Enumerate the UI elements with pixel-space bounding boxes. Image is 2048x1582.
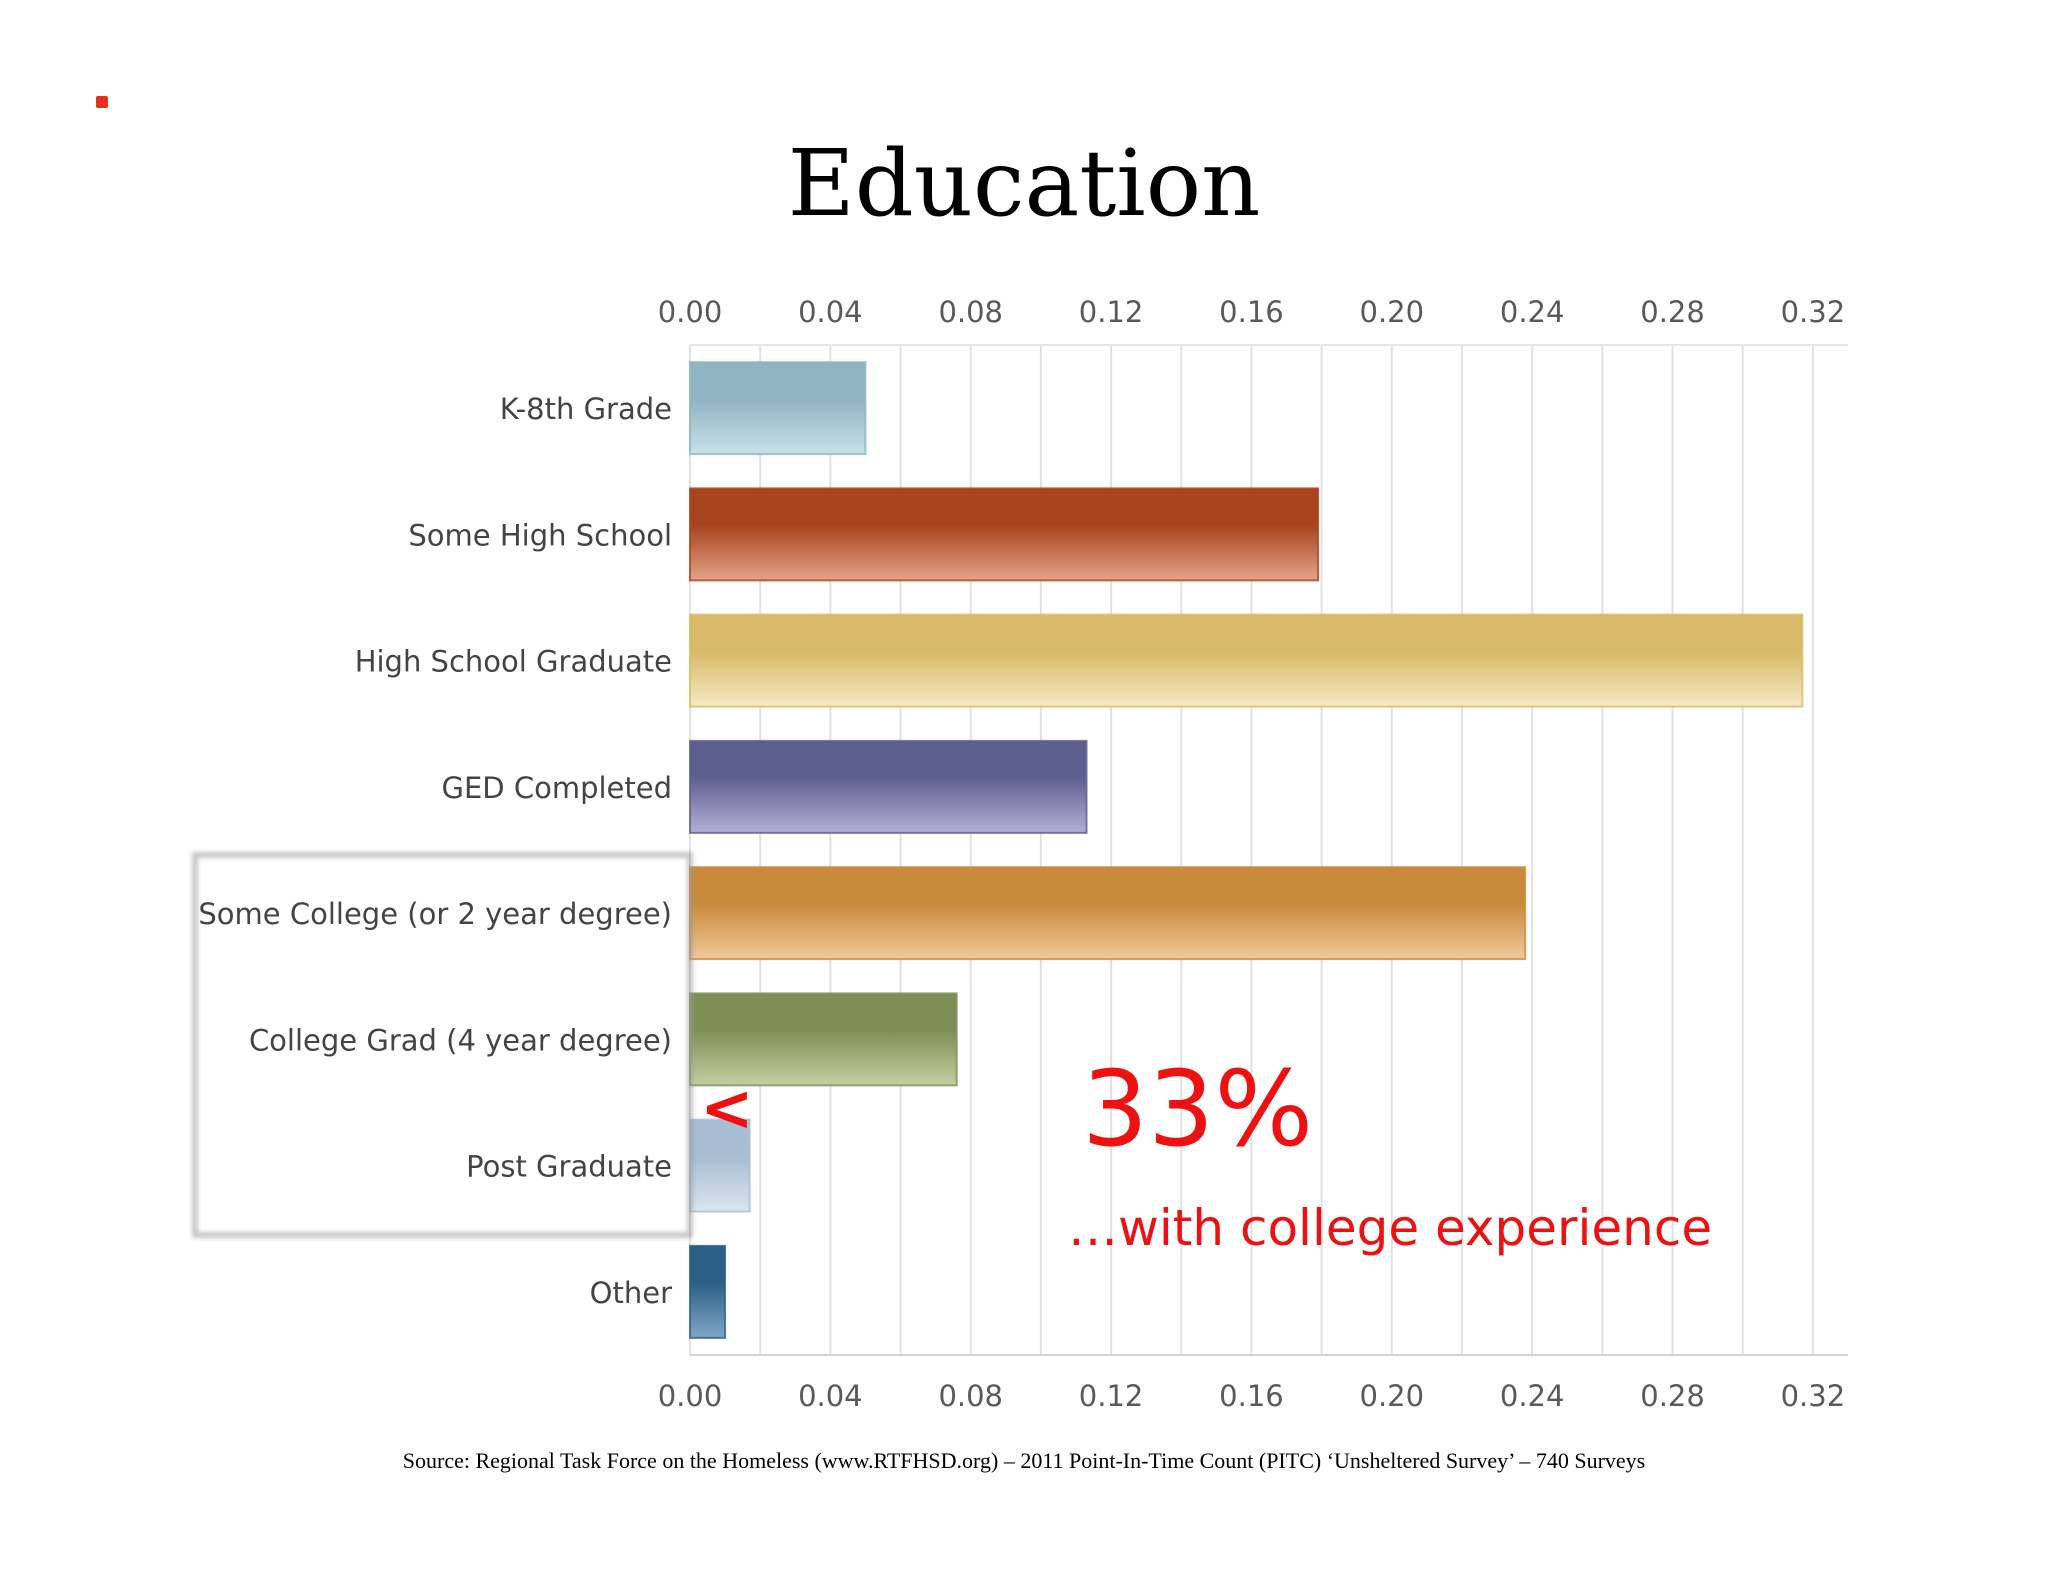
x-tick-label-top: 0.00 (658, 295, 723, 329)
highlight-box (192, 852, 693, 1238)
bar-k-8th-grade (689, 361, 867, 456)
x-tick-label-top: 0.24 (1500, 295, 1565, 329)
x-tick-label-top: 0.12 (1079, 295, 1144, 329)
x-tick-label-top: 0.28 (1640, 295, 1705, 329)
x-tick-label-bottom: 0.08 (938, 1379, 1003, 1413)
x-axis-bottom: 0.00 0.04 0.08 0.12 0.16 0.20 0.24 0.28 0.32 (658, 1379, 1845, 1413)
source-note: Source: Regional Task Force on the Homel… (402, 1448, 1646, 1473)
gridlines (689, 344, 1848, 1356)
bar-some-college-or-2-year-degree (689, 866, 1527, 961)
category-label: Post Graduate (466, 1150, 672, 1184)
bullet-dot (96, 96, 108, 108)
x-tick-label-top: 0.04 (798, 295, 863, 329)
category-label: High School Graduate (355, 645, 672, 679)
bar-college-grad-4-year-degree (689, 992, 958, 1087)
x-tick-label-bottom: 0.12 (1079, 1379, 1144, 1413)
category-label: College Grad (4 year degree) (249, 1023, 672, 1057)
category-labels: K-8th Grade Some High School High School G… (198, 392, 672, 1310)
page-title: Education (787, 130, 1261, 237)
less-than-marker: < (700, 1072, 754, 1146)
category-label: GED Completed (441, 771, 672, 805)
x-axis-top: 0.00 0.04 0.08 0.12 0.16 0.20 0.24 0.28 0.32 (658, 295, 1845, 329)
bar-some-high-school (689, 487, 1320, 582)
x-tick-label-bottom: 0.28 (1640, 1379, 1705, 1413)
annotation-percent: 33% (1082, 1048, 1313, 1170)
x-tick-label-top: 0.20 (1360, 295, 1425, 329)
category-label: Some High School (408, 518, 672, 552)
x-tick-label-bottom: 0.00 (658, 1379, 723, 1413)
x-tick-label-top: 0.32 (1781, 295, 1846, 329)
category-label: Some College (or 2 year degree) (198, 897, 672, 931)
annotation-caption: …with college experience (1068, 1199, 1712, 1257)
x-tick-label-top: 0.16 (1219, 295, 1284, 329)
x-tick-label-bottom: 0.16 (1219, 1379, 1284, 1413)
bars (689, 361, 1804, 1339)
bar-post-graduate (689, 1118, 751, 1213)
x-tick-label-bottom: 0.32 (1781, 1379, 1846, 1413)
x-tick-label-top: 0.08 (938, 295, 1003, 329)
x-tick-label-bottom: 0.04 (798, 1379, 863, 1413)
category-label: K-8th Grade (500, 392, 672, 426)
bar-high-school-graduate (689, 613, 1804, 708)
category-label: Other (590, 1276, 672, 1310)
x-tick-label-bottom: 0.24 (1500, 1379, 1565, 1413)
bar-other (689, 1244, 727, 1339)
x-tick-label-bottom: 0.20 (1360, 1379, 1425, 1413)
bar-ged-completed (689, 739, 1088, 834)
